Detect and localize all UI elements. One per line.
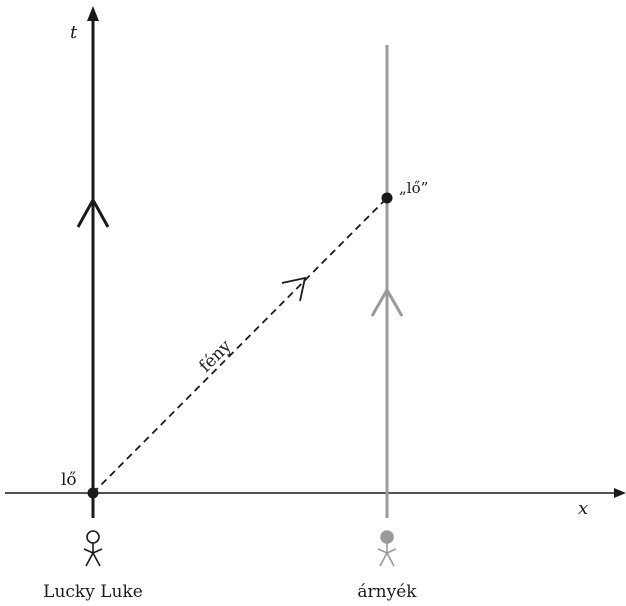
shadow-fire-event-dot [381,192,393,204]
light-ray [92,197,388,494]
x-axis-label: x [578,498,588,519]
lucky-luke-direction-arrow [76,196,110,228]
shadow-fire-event-label: „lő” [399,179,428,197]
shadow-direction-arrow [370,286,404,317]
x-axis-arrowhead [614,488,626,498]
shadow-label: árnyék [357,582,417,602]
fire-event-dot [87,487,99,499]
lucky-luke-label: Lucky Luke [43,582,143,602]
fire-event-label: lő [61,470,77,490]
t-axis-arrowhead [87,6,99,21]
lucky-luke-figure-icon [83,530,103,567]
shadow-figure-icon [377,530,397,567]
t-axis-label: t [70,22,78,43]
light-ray-direction-arrow [281,276,307,302]
